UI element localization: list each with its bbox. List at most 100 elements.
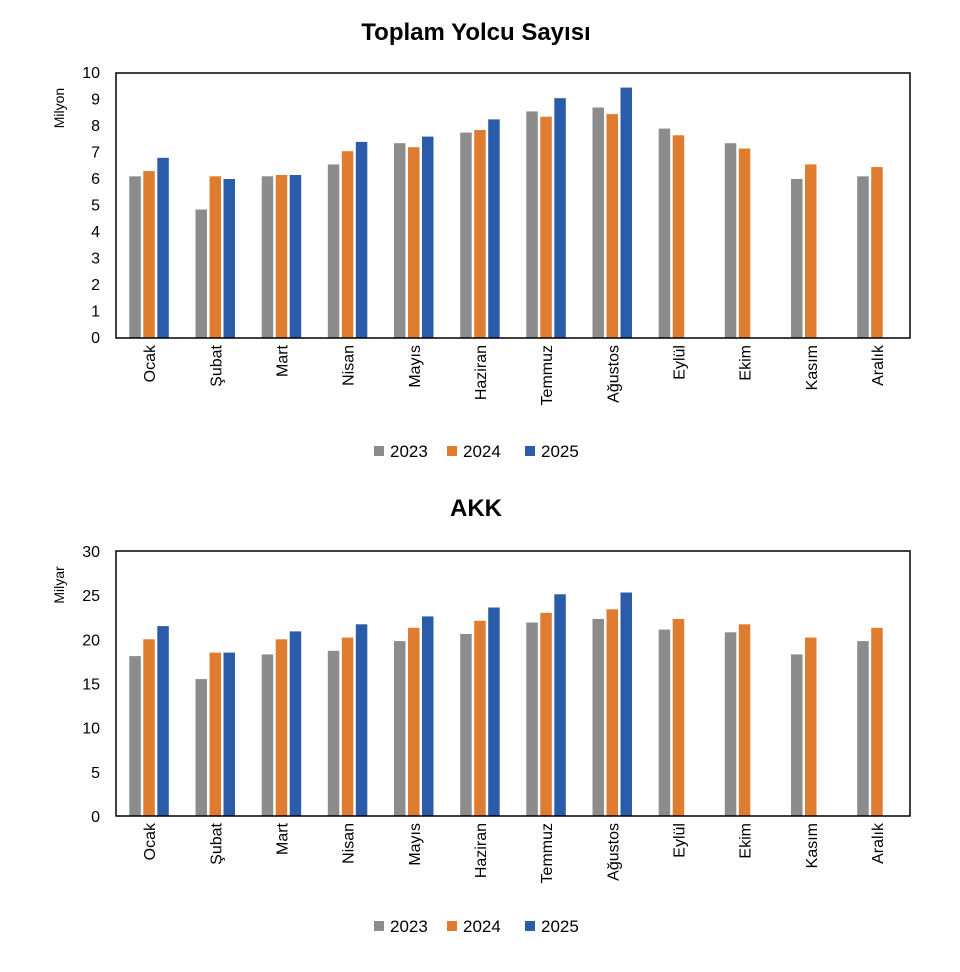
legend-swatch-2025	[525, 921, 535, 931]
bar-2025-Mart	[289, 175, 302, 338]
bar-2024-Ağustos	[606, 609, 618, 816]
bar-2023-Nisan	[327, 650, 340, 816]
bar-2024-Temmuz	[540, 612, 552, 816]
x-tick-label: Ağustos	[605, 345, 622, 403]
bar-2024-Ekim	[738, 624, 751, 816]
y-tick-label: 8	[91, 118, 100, 135]
bar-2025-Ocak	[157, 626, 169, 816]
bar-2023-Kasım	[791, 179, 803, 338]
bar-2024-Aralık	[871, 627, 883, 816]
x-tick-label: Haziran	[473, 823, 490, 878]
plot-frame	[115, 72, 911, 339]
y-tick-label: 3	[91, 251, 100, 268]
y-tick-label: 5	[91, 765, 100, 782]
bar-2025-Haziran	[488, 607, 500, 816]
y-axis-label: Milyar	[51, 566, 67, 604]
bar-2023-Şubat	[195, 209, 207, 338]
bar-group	[129, 87, 883, 339]
x-tick-label: Eylül	[671, 345, 688, 380]
legend-label-2024: 2024	[463, 442, 501, 461]
bar-2025-Ağustos	[620, 87, 632, 338]
bar-2024-Eylül	[672, 135, 685, 338]
x-tick-label: Ekim	[738, 345, 755, 381]
bar-2024-Nisan	[341, 637, 354, 816]
bar-2023-Mayıs	[394, 143, 406, 338]
y-tick-label: 20	[82, 632, 100, 649]
y-tick-label: 10	[82, 721, 100, 738]
bar-2025-Haziran	[488, 119, 500, 339]
bar-2023-Aralık	[857, 641, 869, 816]
x-tick-label: Temmuz	[539, 345, 556, 405]
y-tick-label: 6	[91, 171, 100, 188]
akk-chart: AKK Milyar 0 5 10 15 20 25 30 Ocak Şubat M…	[51, 495, 911, 936]
bar-2025-Ağustos	[620, 592, 632, 816]
legend-label-2025: 2025	[541, 917, 579, 936]
bar-2025-Mart	[289, 631, 302, 816]
bar-2023-Ağustos	[592, 107, 604, 338]
bar-2025-Mayıs	[422, 136, 434, 338]
legend-label-2023: 2023	[390, 917, 428, 936]
bar-2024-Haziran	[474, 130, 486, 338]
y-tick-label: 30	[82, 544, 100, 561]
bar-2024-Ağustos	[606, 114, 618, 338]
y-tick-label: 15	[82, 677, 100, 694]
y-axis-ticks: 0 1 2 3 4 5 6 7 8 9 10	[82, 65, 100, 347]
bar-2025-Şubat	[223, 652, 235, 816]
bar-2025-Nisan	[355, 141, 368, 338]
bar-2025-Temmuz	[554, 98, 566, 338]
bar-2023-Temmuz	[526, 622, 538, 816]
bar-2024-Haziran	[474, 620, 486, 816]
chart-title: Toplam Yolcu Sayısı	[361, 19, 590, 46]
bar-2024-Mart	[275, 175, 288, 338]
y-tick-label: 0	[91, 330, 100, 347]
x-tick-label: Kasım	[804, 823, 821, 868]
bar-2024-Ocak	[143, 639, 155, 816]
bar-2023-Nisan	[327, 164, 340, 338]
y-axis-label: Milyon	[51, 88, 67, 128]
x-axis-labels: Ocak Şubat Mart Nisan Mayıs Haziran Temmuz Ağus…	[142, 344, 887, 405]
x-tick-label: Nisan	[341, 823, 358, 864]
bar-2023-Mart	[261, 654, 274, 817]
bar-2023-Eylül	[658, 629, 671, 816]
bar-2023-Aralık	[857, 176, 869, 338]
passenger-chart: Toplam Yolcu Sayısı Milyon 0 1 2 3 4 5 6…	[51, 19, 911, 461]
bar-2024-Ocak	[143, 171, 155, 338]
x-tick-label: Mart	[274, 344, 291, 377]
bar-2024-Şubat	[209, 176, 221, 338]
x-tick-label: Eylül	[671, 823, 688, 858]
x-tick-label: Kasım	[804, 345, 821, 390]
plot-frame	[115, 550, 911, 817]
bar-2024-Kasım	[805, 637, 817, 816]
x-tick-label: Şubat	[208, 344, 225, 386]
x-tick-label: Mayıs	[407, 823, 424, 866]
bar-2024-Mayıs	[408, 147, 420, 338]
x-tick-label: Aralık	[870, 822, 887, 864]
bar-2023-Temmuz	[526, 111, 538, 339]
x-axis-labels: Ocak Şubat Mart Nisan Mayıs Haziran Temmuz Ağus…	[142, 822, 887, 883]
chart-title: AKK	[450, 495, 503, 522]
bar-2024-Ekim	[738, 148, 751, 338]
bar-2023-Mayıs	[394, 641, 406, 816]
bar-2025-Ocak	[157, 157, 169, 338]
bar-2023-Haziran	[460, 132, 472, 338]
bar-2024-Mayıs	[408, 627, 420, 816]
bar-2023-Ocak	[129, 176, 141, 338]
bar-2025-Mayıs	[422, 616, 434, 816]
y-tick-label: 4	[91, 224, 100, 241]
legend-label-2024: 2024	[463, 917, 501, 936]
bar-2024-Aralık	[871, 167, 883, 338]
bar-2024-Şubat	[209, 652, 221, 816]
y-tick-label: 5	[91, 198, 100, 215]
bar-2023-Ekim	[724, 632, 737, 816]
y-tick-label: 25	[82, 588, 100, 605]
legend: 2023 2024 2025	[374, 442, 579, 461]
bar-2023-Ocak	[129, 656, 141, 816]
legend-swatch-2024	[447, 921, 457, 931]
legend-swatch-2025	[525, 446, 535, 456]
bar-2025-Temmuz	[554, 594, 566, 816]
bar-2024-Mart	[275, 639, 288, 816]
bar-2025-Şubat	[223, 179, 235, 338]
legend-label-2025: 2025	[541, 442, 579, 461]
legend-swatch-2023	[374, 446, 384, 456]
